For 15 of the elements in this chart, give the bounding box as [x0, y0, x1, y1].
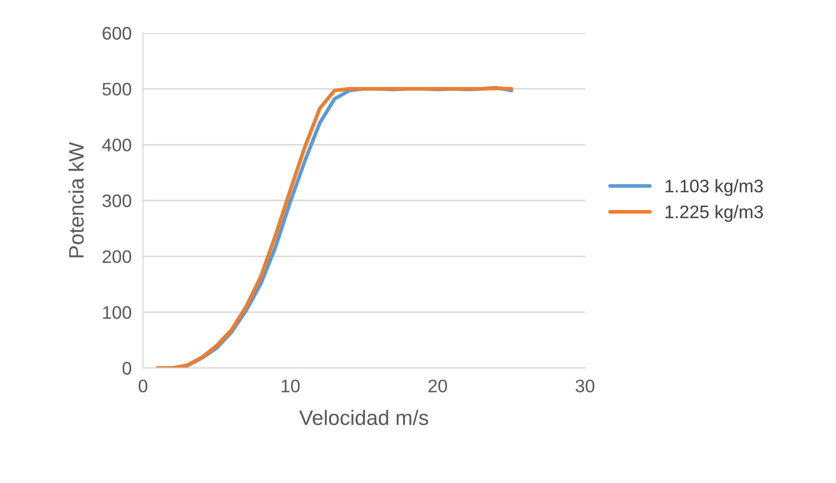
y-tick-label: 300	[102, 194, 132, 208]
y-tick-label: 600	[102, 26, 132, 40]
x-axis-title: Velocidad m/s	[299, 410, 428, 426]
x-tick-label: 10	[282, 380, 300, 392]
y-tick-label: 200	[102, 250, 132, 264]
x-tick-label: 30	[576, 380, 594, 392]
y-axis-title: Potencia kW	[68, 142, 84, 258]
legend-label: 1.225 kg/m3	[666, 205, 763, 222]
x-tick-label: 20	[428, 380, 448, 392]
x-tick-label: 0	[138, 380, 148, 392]
y-tick-label: 500	[102, 82, 132, 96]
legend-label: 1.103 kg/m3	[666, 179, 763, 196]
y-tick-label: 0	[122, 362, 132, 375]
y-tick-label: 400	[102, 138, 132, 152]
y-tick-label: 100	[103, 306, 132, 319]
